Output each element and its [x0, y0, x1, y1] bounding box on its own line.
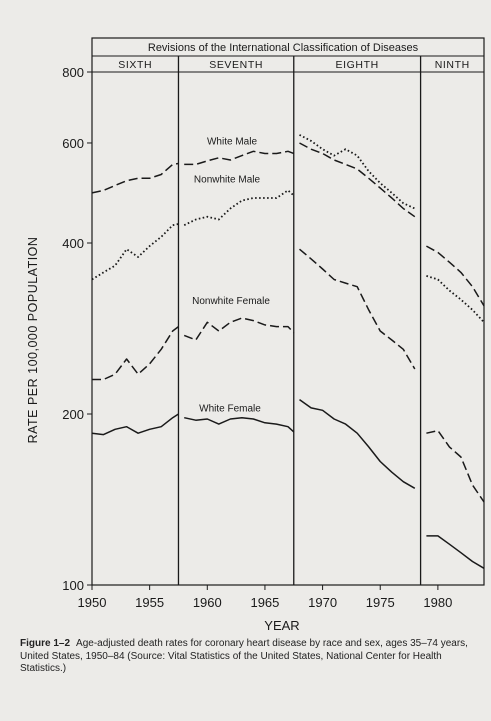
- x-tick-label: 1970: [308, 595, 337, 610]
- series-line: [299, 248, 416, 370]
- series-annotation: White Female: [199, 404, 261, 415]
- series-line: [92, 326, 179, 381]
- series-line: [426, 429, 485, 503]
- series-line: [183, 189, 295, 227]
- series-line: [91, 162, 179, 194]
- series-line: [426, 535, 485, 569]
- y-tick-label: 600: [62, 136, 84, 151]
- series-line: [299, 398, 416, 489]
- y-tick-label: 100: [62, 578, 84, 593]
- plot-frame: [91, 37, 485, 586]
- x-tick-label: 1960: [193, 595, 222, 610]
- revision-label: EIGHTH: [336, 59, 379, 71]
- series-line: [183, 317, 295, 341]
- series-line: [91, 413, 179, 436]
- series-line: [426, 275, 485, 323]
- caption-label: Figure 1–2: [20, 638, 71, 649]
- caption-text: Age-adjusted death rates for coronary he…: [20, 638, 468, 674]
- series-line: [91, 223, 179, 281]
- series-annotations: White Male Nonwhite Male Nonwhite Female Wh…: [192, 137, 270, 415]
- y-tick-label: 800: [62, 65, 84, 80]
- series-lines: [91, 134, 485, 569]
- x-tick-label: 1975: [366, 595, 395, 610]
- series-line: [299, 142, 416, 218]
- revision-label: NINTH: [435, 59, 470, 71]
- x-tick-label: 1955: [135, 595, 164, 610]
- revision-label: SEVENTH: [209, 59, 263, 71]
- x-axis-ticks: 1950 1955 1960 1965 1970 1975 1980: [78, 585, 452, 610]
- x-tick-label: 1980: [423, 595, 452, 610]
- plot-border: [91, 37, 485, 586]
- y-axis-label: RATE PER 100,000 POPULATION: [26, 237, 40, 444]
- series-line: [426, 245, 485, 307]
- series-annotation: White Male: [207, 137, 257, 148]
- series-line: [299, 134, 416, 210]
- series-line: [184, 150, 295, 166]
- chart-title: Revisions of the International Classific…: [148, 42, 419, 54]
- x-tick-label: 1950: [78, 595, 107, 610]
- x-tick-label: 1965: [250, 595, 279, 610]
- revision-bands: SIXTH SEVENTH EIGHTH NINTH: [118, 56, 470, 585]
- y-axis-ticks: 100 200 400 600 800: [62, 65, 92, 593]
- series-line: [184, 416, 295, 433]
- x-axis-label: YEAR: [264, 618, 299, 633]
- y-tick-label: 200: [62, 407, 84, 422]
- revision-label: SIXTH: [118, 59, 152, 71]
- series-annotation: Nonwhite Male: [194, 175, 261, 186]
- y-tick-label: 400: [62, 236, 84, 251]
- series-annotation: Nonwhite Female: [192, 296, 270, 307]
- figure-caption: Figure 1–2 Age-adjusted death rates for c…: [20, 638, 480, 676]
